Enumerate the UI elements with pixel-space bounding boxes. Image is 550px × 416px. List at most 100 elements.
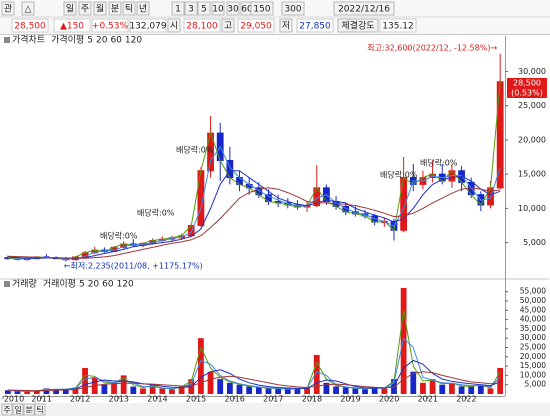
bottom-tab-label[interactable]: 일 bbox=[14, 406, 21, 415]
panel-divider bbox=[0, 278, 550, 280]
legend-entry: 5 bbox=[87, 36, 93, 46]
volume-bar bbox=[4, 390, 11, 394]
bottom-tab[interactable] bbox=[1, 403, 13, 416]
toolbar-field-label bbox=[221, 18, 235, 33]
toolbar-button[interactable] bbox=[136, 1, 150, 16]
volume-bar bbox=[487, 388, 494, 394]
bottom-tab[interactable] bbox=[23, 403, 35, 416]
toolbar-label[interactable]: 1 bbox=[175, 5, 181, 15]
y-tick-label: 15,000 bbox=[518, 170, 546, 179]
dividend-annotation: 배당락:0% bbox=[380, 170, 418, 180]
bottom-tab[interactable] bbox=[34, 403, 46, 416]
volume-bar bbox=[33, 390, 40, 394]
legend-entry: 20 bbox=[96, 36, 108, 46]
toolbar-label[interactable]: △ bbox=[25, 5, 32, 15]
toolbar-button[interactable] bbox=[250, 1, 274, 16]
volume-bar bbox=[120, 375, 127, 394]
toolbar-value: 28,100 bbox=[186, 22, 218, 32]
volume-bar bbox=[246, 386, 253, 394]
bottom-tab[interactable] bbox=[12, 403, 24, 416]
volume-bar bbox=[207, 371, 214, 394]
toolbar-value: 저 bbox=[282, 21, 290, 32]
toolbar-label[interactable]: 일 bbox=[66, 4, 74, 15]
toolbar-button[interactable] bbox=[211, 1, 225, 16]
legend-entry: 120 bbox=[125, 36, 142, 46]
toolbar-label[interactable]: 30 bbox=[227, 5, 239, 15]
toolbar-button[interactable] bbox=[333, 1, 395, 16]
toolbar-label[interactable]: 년 bbox=[139, 4, 147, 15]
toolbar-label[interactable]: 관 bbox=[4, 4, 12, 15]
volume-bar bbox=[198, 338, 204, 394]
volume-bar bbox=[400, 287, 407, 394]
y-tick-label: 20,000 bbox=[518, 135, 546, 144]
toolbar-button[interactable] bbox=[184, 1, 198, 16]
toolbar-label[interactable]: 300 bbox=[284, 5, 301, 15]
toolbar-field-label bbox=[279, 18, 293, 33]
toolbar-button[interactable] bbox=[122, 1, 136, 16]
toolbar-value: 28,500 bbox=[14, 22, 46, 32]
toolbar-label[interactable]: 2022/12/16 bbox=[338, 5, 390, 15]
volume-bar bbox=[169, 389, 175, 394]
toolbar-field-label bbox=[167, 18, 181, 33]
toolbar-label[interactable]: 10 bbox=[212, 5, 224, 15]
moving-average bbox=[7, 145, 501, 260]
moving-average bbox=[7, 81, 501, 261]
toolbar-button[interactable] bbox=[197, 1, 211, 16]
toolbar-label[interactable]: 월 bbox=[96, 3, 104, 15]
x-tick-label: 2010 bbox=[4, 395, 24, 404]
volume-bar bbox=[381, 388, 388, 394]
toolbar-label[interactable]: 150 bbox=[253, 5, 270, 15]
volume-bar bbox=[255, 387, 262, 394]
toolbar-value: 고 bbox=[224, 22, 232, 32]
last-price: 28,500 bbox=[513, 79, 541, 88]
legend-ma-label: 가격이평 bbox=[51, 34, 84, 46]
legend-ma-label: 거래이평 bbox=[43, 279, 76, 290]
volume-bar bbox=[236, 384, 243, 394]
toolbar-label[interactable]: 주 bbox=[81, 4, 89, 15]
volume-moving-average bbox=[7, 371, 501, 392]
x-tick-label: 2013 bbox=[109, 395, 129, 404]
volume-bar bbox=[371, 387, 378, 394]
toolbar-button[interactable] bbox=[21, 1, 35, 16]
toolbar-field bbox=[129, 18, 167, 33]
toolbar-button[interactable] bbox=[281, 1, 305, 16]
toolbar-field bbox=[91, 18, 129, 33]
toolbar-label[interactable]: 3 bbox=[188, 5, 194, 15]
toolbar-button[interactable] bbox=[171, 1, 185, 16]
last-price-box bbox=[507, 78, 547, 98]
toolbar-value: 29,050 bbox=[240, 22, 272, 32]
y-tick-label: 5,000 bbox=[525, 380, 547, 389]
y-tick-label: 15,000 bbox=[520, 361, 546, 370]
toolbar-label[interactable]: 틱 bbox=[125, 3, 133, 15]
volume-moving-average bbox=[7, 310, 501, 392]
volume-bar bbox=[420, 382, 426, 394]
toolbar-button[interactable] bbox=[78, 1, 92, 16]
dividend-annotation: 배당락:0% bbox=[100, 231, 138, 241]
volume-bar bbox=[275, 388, 282, 394]
volume-bar bbox=[217, 379, 224, 394]
legend-title: 가격차트 bbox=[12, 34, 45, 46]
x-tick-label: 2016 bbox=[225, 395, 245, 404]
y-tick-label: 55,000 bbox=[520, 287, 546, 296]
volume-bar bbox=[82, 367, 88, 394]
toolbar-button[interactable] bbox=[63, 1, 77, 16]
dividend-annotation: 배당락:0% bbox=[420, 158, 458, 168]
toolbar-button[interactable] bbox=[1, 1, 15, 16]
bottom-tab-label[interactable]: 틱 bbox=[36, 405, 43, 415]
bottom-tab-label[interactable]: 주 bbox=[3, 406, 10, 415]
volume-bar bbox=[226, 382, 233, 394]
toolbar-button[interactable] bbox=[93, 1, 107, 16]
toolbar-label[interactable]: 분 bbox=[111, 4, 119, 15]
toolbar-button[interactable] bbox=[226, 1, 240, 16]
toolbar-field bbox=[379, 18, 417, 33]
bottom-tab-label[interactable]: 분 bbox=[25, 406, 32, 415]
volume-bar bbox=[439, 384, 446, 394]
volume-bar bbox=[159, 388, 166, 394]
y-tick-label: 25,000 bbox=[520, 342, 546, 351]
toolbar-label[interactable]: 60 bbox=[241, 5, 253, 15]
legend-entry: 60 bbox=[110, 36, 122, 46]
toolbar-label[interactable]: 5 bbox=[201, 5, 207, 15]
y-tick-label: 35,000 bbox=[520, 324, 546, 333]
toolbar-button[interactable] bbox=[108, 1, 122, 16]
